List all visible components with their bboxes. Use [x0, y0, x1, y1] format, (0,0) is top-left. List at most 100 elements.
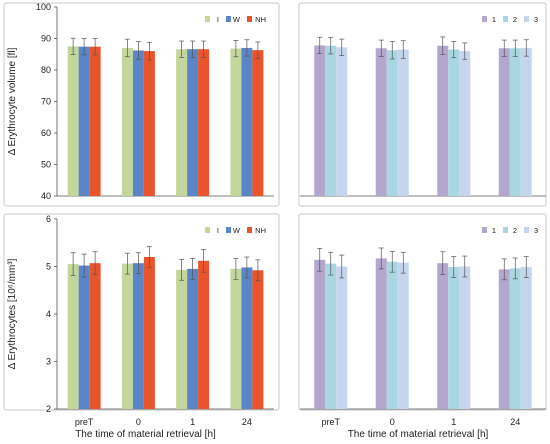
bar-I-0: [121, 263, 133, 409]
legend-label: W: [233, 15, 241, 24]
bar-3-24: [520, 266, 532, 409]
legend-swatch: [482, 16, 487, 22]
bar-W-0: [132, 50, 144, 196]
panel-border: [298, 2, 547, 207]
x-tick-label: 0: [136, 417, 141, 427]
legend-swatch: [226, 16, 231, 22]
legend-label: 3: [534, 226, 538, 235]
bar-I-preT: [67, 46, 79, 196]
legend-label: 1: [492, 226, 496, 235]
legend-swatch: [524, 227, 529, 233]
legend-label: 1: [492, 15, 496, 24]
y-tick-label: 80: [41, 65, 51, 75]
chart-panel-top-right: 3 2 1: [298, 2, 547, 207]
y-tick-label: 3: [46, 357, 51, 367]
bar-3-preT: [336, 47, 348, 196]
legend-label: I: [217, 15, 219, 24]
bar-3-1: [459, 51, 471, 196]
x-tick-label: 1: [451, 417, 456, 427]
bar-3-1: [459, 266, 471, 409]
panel-border: [298, 213, 547, 411]
legend-label: 3: [534, 15, 538, 24]
bar-1-preT: [314, 259, 326, 409]
y-tick-label: 70: [41, 97, 51, 107]
legend-swatch: [524, 16, 529, 22]
bar-W-1: [187, 49, 199, 197]
chart-panel-bottom-right: preT 0 1 24 The time of material retrieval […: [298, 213, 547, 440]
bar-NH-24: [252, 270, 264, 409]
bar-W-1: [187, 268, 199, 409]
bar-W-0: [132, 263, 144, 409]
bar-2-preT: [325, 263, 337, 409]
bar-1-1: [437, 263, 449, 409]
bar-1-24: [498, 48, 510, 196]
bar-3-0: [397, 49, 409, 197]
bar-NH-preT: [89, 263, 101, 409]
bar-NH-1: [198, 260, 210, 409]
bar-2-1: [448, 49, 460, 197]
bar-3-24: [520, 47, 532, 197]
legend-label: 2: [513, 226, 517, 235]
bar-3-preT: [336, 266, 348, 409]
bar-2-1: [448, 266, 460, 409]
legend-swatch: [226, 227, 231, 233]
legend-swatch: [503, 227, 508, 233]
y-tick-label: 100: [36, 2, 51, 12]
legend-swatch: [205, 16, 210, 22]
legend-label: W: [233, 226, 241, 235]
chart-panel-top-left: 40 50 60 70 80 90 100 Δ Erythrocyte volume [fl]…: [3, 2, 280, 207]
bar-I-0: [121, 47, 133, 197]
legend-label: NH: [255, 226, 266, 235]
bar-W-24: [241, 47, 253, 197]
bar-2-preT: [325, 45, 337, 197]
x-tick-label: 0: [390, 417, 395, 427]
bar-NH-1: [198, 49, 210, 197]
chart-panel-bottom-left: 2 3 4 5 6 Δ Erythrocytes [10⁶/mm³] preT 0 1 24 The…: [3, 213, 280, 440]
legend-swatch: [482, 227, 487, 233]
bar-I-24: [230, 48, 242, 196]
bar-NH-0: [143, 51, 155, 196]
legend-swatch: [205, 227, 210, 233]
panel-border: [3, 213, 280, 411]
bar-I-1: [176, 269, 188, 409]
bar-NH-24: [252, 50, 264, 196]
y-tick-label: 6: [46, 214, 51, 224]
y-tick-label: 40: [41, 191, 51, 201]
legend-swatch: [247, 227, 252, 233]
bar-2-0: [386, 50, 398, 196]
bar-2-0: [386, 261, 398, 409]
legend-label: 2: [513, 15, 517, 24]
y-axis-label: Δ Erythrocytes [10⁶/mm³]: [7, 258, 18, 369]
bar-1-0: [375, 258, 387, 409]
bar-W-24: [241, 267, 253, 409]
x-tick-label: 1: [190, 417, 195, 427]
x-tick-label: 24: [242, 417, 252, 427]
bar-W-preT: [78, 46, 90, 196]
x-tick-label: preT: [321, 417, 340, 427]
bar-3-0: [397, 262, 409, 409]
bar-I-24: [230, 268, 242, 409]
bar-NH-0: [143, 257, 155, 409]
y-tick-label: 60: [41, 128, 51, 138]
y-axis-label: Δ Erythrocyte volume [fl]: [7, 47, 18, 155]
x-tick-label: 24: [510, 417, 520, 427]
legend-label: NH: [255, 15, 266, 24]
y-tick-label: 90: [41, 34, 51, 44]
bar-I-1: [176, 49, 188, 197]
panel-border: [3, 2, 280, 207]
bar-NH-preT: [89, 46, 101, 196]
legend-swatch: [247, 16, 252, 22]
bar-I-preT: [67, 264, 79, 409]
bar-1-0: [375, 48, 387, 196]
bar-1-1: [437, 45, 449, 197]
bar-2-24: [509, 48, 521, 196]
y-tick-label: 5: [46, 262, 51, 272]
y-tick-label: 4: [46, 309, 51, 319]
y-tick-label: 2: [46, 404, 51, 414]
bar-1-24: [498, 269, 510, 409]
x-tick-label: preT: [75, 417, 94, 427]
x-axis-label: The time of material retrieval [h]: [75, 429, 216, 440]
x-axis-label: The time of material retrieval [h]: [348, 429, 489, 440]
bar-1-preT: [314, 45, 326, 197]
